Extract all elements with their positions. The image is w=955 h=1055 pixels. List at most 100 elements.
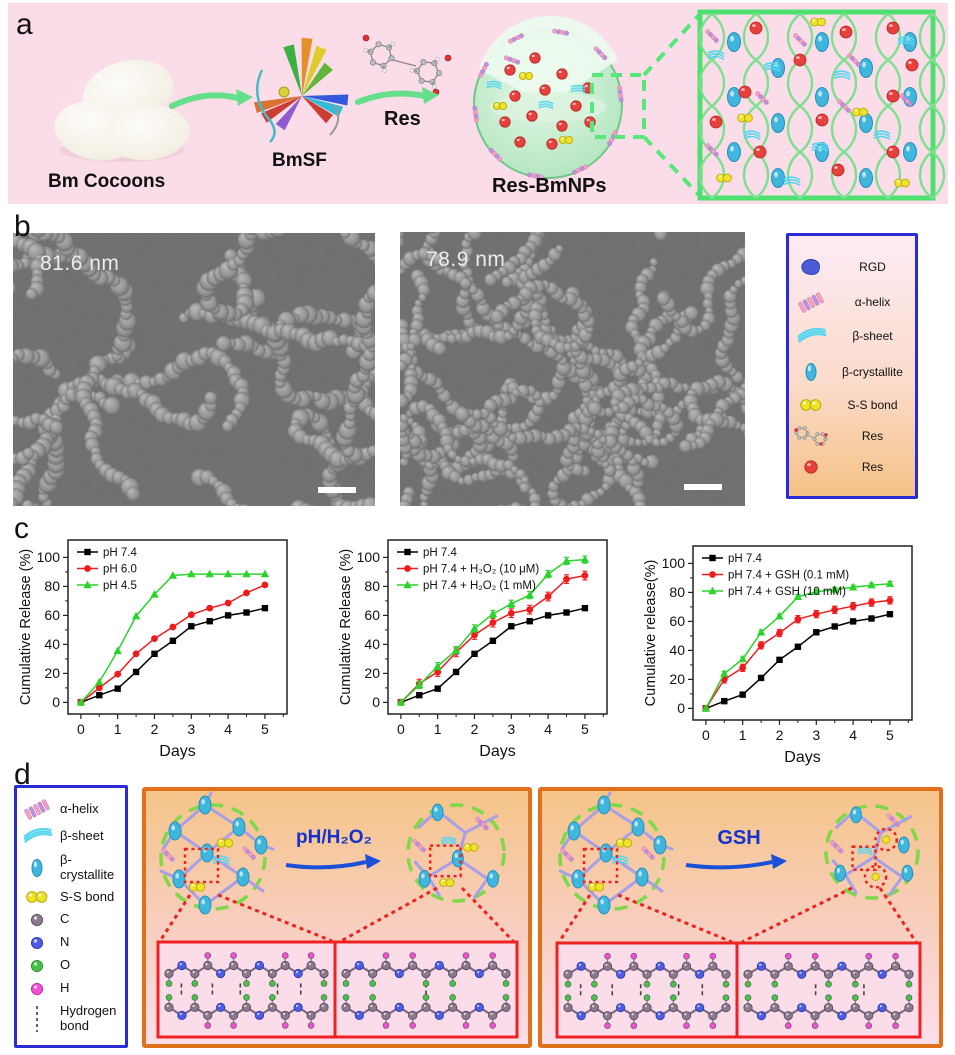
legend-item-label: β-crystallite bbox=[842, 365, 903, 379]
legend-item: O bbox=[19, 958, 123, 974]
svg-text:pH 7.4 + GSH (10 mM): pH 7.4 + GSH (10 mM) bbox=[728, 586, 846, 598]
legend-item-label: Res bbox=[861, 460, 884, 475]
svg-text:Days: Days bbox=[479, 743, 515, 760]
panel-a-letter: a bbox=[16, 8, 33, 41]
legend-item: C bbox=[19, 911, 123, 928]
atom-c-icon bbox=[19, 912, 55, 928]
res-sphere-icon bbox=[793, 459, 829, 475]
gsh-arrow-label: GSH bbox=[717, 827, 761, 849]
beta-crystallite-icon bbox=[793, 361, 829, 383]
sem-right-size-label: 78.9 nm bbox=[426, 248, 506, 271]
beta-sheet-icon bbox=[19, 826, 55, 846]
svg-text:40: 40 bbox=[364, 636, 380, 652]
sem-image-left bbox=[13, 233, 375, 506]
legend-item-label: Res bbox=[861, 428, 884, 443]
ss-bond-icon bbox=[793, 398, 829, 412]
atom-o-icon bbox=[19, 958, 55, 974]
svg-text:pH 7.4: pH 7.4 bbox=[103, 547, 137, 559]
svg-text:0: 0 bbox=[77, 721, 85, 737]
svg-text:Cumulative Release (%): Cumulative Release (%) bbox=[18, 549, 34, 705]
svg-text:5: 5 bbox=[886, 727, 894, 743]
svg-text:80: 80 bbox=[44, 578, 60, 594]
legend-item-label: β-sheet bbox=[852, 329, 893, 344]
atom-h-icon bbox=[19, 981, 55, 997]
svg-text:2: 2 bbox=[471, 721, 479, 737]
svg-text:4: 4 bbox=[544, 721, 552, 737]
svg-text:Cumulative Release (%): Cumulative Release (%) bbox=[338, 549, 354, 705]
legend-item-label: α-helix bbox=[60, 800, 99, 816]
svg-text:20: 20 bbox=[44, 665, 60, 681]
res-molecule-icon bbox=[793, 425, 829, 446]
svg-text:5: 5 bbox=[581, 721, 589, 737]
legend-item: β-crystallite bbox=[19, 852, 123, 883]
legend-item-label: α-helix bbox=[854, 294, 891, 309]
svg-text:0: 0 bbox=[372, 694, 380, 710]
svg-text:0: 0 bbox=[677, 700, 685, 716]
svg-text:pH 7.4 + H₂O₂ (10 μM): pH 7.4 + H₂O₂ (10 μM) bbox=[423, 564, 539, 576]
svg-text:5: 5 bbox=[261, 721, 269, 737]
panel-c-letter: c bbox=[14, 512, 29, 545]
legend-item: β-crystallite bbox=[793, 361, 911, 383]
svg-text:80: 80 bbox=[669, 584, 685, 600]
sem-left-scalebar bbox=[318, 487, 356, 493]
ss-bond-icon bbox=[19, 890, 55, 904]
svg-text:60: 60 bbox=[669, 613, 685, 629]
rgd-icon bbox=[793, 257, 829, 277]
svg-text:20: 20 bbox=[669, 671, 685, 687]
panel-a-schematic bbox=[8, 3, 948, 204]
release-chart-gsh: 0 1 2 3 4 5 0 20 40 60 80 100 Days Cumulative release… bbox=[643, 545, 913, 766]
svg-text:0: 0 bbox=[52, 694, 60, 710]
svg-text:pH 7.4 + H₂O₂ (1 mM): pH 7.4 + H₂O₂ (1 mM) bbox=[423, 580, 536, 592]
legend-item-label: RGD bbox=[859, 259, 886, 274]
svg-text:pH 4.5: pH 4.5 bbox=[103, 580, 137, 592]
svg-text:3: 3 bbox=[187, 721, 195, 737]
svg-text:0: 0 bbox=[397, 721, 405, 737]
svg-text:pH 6.0: pH 6.0 bbox=[103, 564, 137, 576]
sem-image-right bbox=[400, 232, 745, 506]
legend-item: β-sheet bbox=[19, 826, 123, 846]
svg-text:100: 100 bbox=[357, 549, 381, 565]
res-bmnps-label: Res-BmNPs bbox=[492, 175, 607, 197]
legend-item: Res bbox=[793, 459, 911, 475]
sem-left-size-label: 81.6 nm bbox=[40, 252, 120, 275]
svg-text:Days: Days bbox=[784, 749, 820, 766]
bm-cocoons-label: Bm Cocoons bbox=[48, 171, 166, 192]
legend-item: Res bbox=[793, 425, 911, 446]
res-molecule bbox=[362, 34, 452, 96]
legend-item-label: N bbox=[60, 934, 70, 950]
svg-text:40: 40 bbox=[669, 642, 685, 658]
svg-text:60: 60 bbox=[364, 607, 380, 623]
svg-text:3: 3 bbox=[812, 727, 820, 743]
panel-b-letter: b bbox=[14, 210, 31, 243]
svg-text:60: 60 bbox=[44, 607, 60, 623]
legend-item-label: O bbox=[60, 957, 71, 973]
legend-item: RGD bbox=[793, 257, 911, 277]
structure-legend: RGD α-helix β-sheet β-crystallite S-S bond Re… bbox=[786, 233, 918, 499]
atom-n-icon bbox=[19, 935, 55, 951]
legend-item: H bbox=[19, 981, 123, 997]
bmsf-label: BmSF bbox=[272, 150, 327, 171]
legend-item: S-S bond bbox=[793, 398, 911, 412]
svg-text:4: 4 bbox=[849, 727, 857, 743]
legend-item: α-helix bbox=[19, 799, 123, 820]
svg-text:pH 7.4 + GSH (0.1 mM): pH 7.4 + GSH (0.1 mM) bbox=[728, 570, 849, 582]
beta-sheet-icon bbox=[793, 326, 829, 346]
alpha-helix-icon bbox=[793, 291, 829, 313]
h2o2-arrow-label: pH/H₂O₂ bbox=[296, 827, 372, 848]
cocoons-illustration bbox=[54, 59, 190, 161]
res-label: Res bbox=[384, 108, 421, 130]
network-inset bbox=[697, 9, 946, 201]
legend-item: Hydrogen bond bbox=[19, 1003, 123, 1034]
svg-text:Cumulative release(%): Cumulative release(%) bbox=[643, 560, 659, 707]
svg-text:40: 40 bbox=[44, 636, 60, 652]
legend-item-label: β-crystallite bbox=[60, 852, 115, 882]
hydrogen-bond-icon bbox=[19, 1004, 55, 1034]
svg-text:2: 2 bbox=[776, 727, 784, 743]
legend-item: N bbox=[19, 934, 123, 951]
svg-text:4: 4 bbox=[224, 721, 232, 737]
legend-item-label: C bbox=[60, 911, 70, 927]
legend-item-label: H bbox=[60, 980, 70, 996]
svg-text:pH 7.4: pH 7.4 bbox=[423, 547, 457, 559]
svg-text:20: 20 bbox=[364, 665, 380, 681]
